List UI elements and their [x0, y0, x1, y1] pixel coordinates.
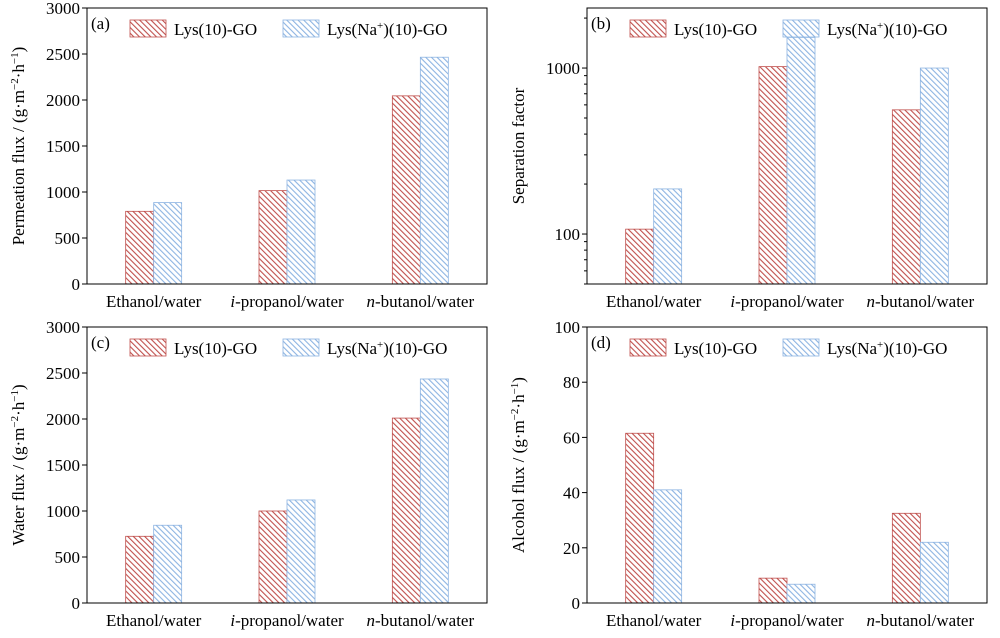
y-tick-label: 0 — [72, 594, 81, 613]
y-tick-label: 1500 — [46, 137, 80, 156]
category-label: Ethanol/water — [106, 611, 202, 630]
legend-swatch-s2 — [782, 19, 820, 38]
y-axis-label: Water flux / (g·m−2·h−1) — [9, 384, 28, 545]
y-tick-label: 1000 — [546, 59, 580, 78]
bar-d-s2-c3 — [919, 541, 949, 604]
bar-b-s2-c3 — [919, 67, 949, 285]
y-tick-label: 40 — [563, 484, 580, 503]
y-tick-label: 0 — [572, 594, 581, 613]
y-tick-label: 1500 — [46, 456, 80, 475]
y-tick-label: 2500 — [46, 45, 80, 64]
panel-tag: (b) — [591, 14, 611, 33]
y-tick-label: 0 — [72, 275, 81, 294]
category-label: n-butanol/water — [367, 611, 475, 630]
category-label: i-propanol/water — [730, 292, 844, 311]
chart-a: Ethanol/water i-propanol/water n-butanol/w… — [9, 0, 488, 311]
chart-d: Ethanol/water i-propanol/water n-butanol/w… — [509, 318, 988, 630]
category-label: n-butanol/water — [367, 292, 475, 311]
y-tick-label: 1000 — [46, 183, 80, 202]
legend-swatch-s2 — [782, 338, 820, 357]
legend-label-s1: Lys(10)-GO — [674, 339, 757, 358]
bar-b-s1-c1 — [625, 228, 655, 285]
legend-swatch-s1 — [129, 19, 167, 38]
legend-label-s2: Lys(Na+)(10)-GO — [327, 339, 447, 358]
bar-c-s2-c2 — [286, 499, 316, 604]
bar-c-s1-c3 — [391, 417, 421, 604]
bar-c-s2-c3 — [419, 378, 449, 604]
bar-b-s2-c2 — [786, 36, 816, 285]
y-tick-label: 500 — [55, 548, 81, 567]
bar-d-s1-c1 — [625, 432, 655, 604]
y-tick-label: 2000 — [46, 410, 80, 429]
bar-b-s2-c1 — [653, 188, 683, 285]
category-label: n-butanol/water — [867, 292, 975, 311]
y-tick-label: 3000 — [46, 318, 80, 337]
bar-d-s1-c3 — [891, 512, 921, 604]
chart-c: Ethanol/water i-propanol/water n-butanol/w… — [9, 318, 488, 630]
legend-label-s1: Lys(10)-GO — [174, 20, 257, 39]
plot-frame — [586, 326, 988, 604]
y-tick-label: 60 — [563, 428, 580, 447]
legend-swatch-s1 — [129, 338, 167, 357]
bar-c-s1-c2 — [258, 510, 288, 604]
y-tick-label: 100 — [555, 225, 581, 244]
category-label: Ethanol/water — [606, 611, 702, 630]
legend-label-s1: Lys(10)-GO — [174, 339, 257, 358]
category-label: i-propanol/water — [730, 611, 844, 630]
bar-b-s1-c2 — [758, 66, 788, 285]
bar-a-s2-c2 — [286, 179, 316, 285]
bar-a-s2-c1 — [153, 202, 183, 285]
bar-a-s1-c1 — [125, 210, 155, 285]
y-tick-label: 500 — [55, 229, 81, 248]
bar-a-s1-c2 — [258, 190, 288, 285]
bar-d-s2-c1 — [653, 489, 683, 604]
legend-swatch-s2 — [282, 338, 320, 357]
y-tick-label: 80 — [563, 373, 580, 392]
bar-b-s1-c3 — [891, 109, 921, 285]
bar-c-s2-c1 — [153, 524, 183, 604]
category-label: n-butanol/water — [867, 611, 975, 630]
y-tick-label: 100 — [555, 318, 581, 337]
legend-label-s2: Lys(Na+)(10)-GO — [827, 20, 947, 39]
category-label: Ethanol/water — [606, 292, 702, 311]
category-label: Ethanol/water — [106, 292, 202, 311]
y-axis-label: Permeation flux / (g·m−2·h−1) — [9, 47, 28, 246]
legend-label-s1: Lys(10)-GO — [674, 20, 757, 39]
chart-b: Ethanol/water i-propanol/water n-butanol/w… — [509, 7, 988, 311]
legend-swatch-s1 — [629, 338, 667, 357]
bar-a-s1-c3 — [391, 95, 421, 285]
panel-tag: (a) — [91, 14, 110, 33]
plot-frame — [586, 7, 988, 285]
category-label: i-propanol/water — [230, 292, 344, 311]
legend-swatch-s2 — [282, 19, 320, 38]
bar-d-s2-c2 — [786, 583, 816, 604]
y-axis-label: Alcohol flux / (g·m−2·h−1) — [509, 377, 528, 553]
bar-c-s1-c1 — [125, 535, 155, 604]
bar-d-s1-c2 — [758, 577, 788, 604]
y-tick-label: 20 — [563, 539, 580, 558]
y-tick-label: 2500 — [46, 364, 80, 383]
legend-swatch-s1 — [629, 19, 667, 38]
legend-label-s2: Lys(Na+)(10)-GO — [827, 339, 947, 358]
bar-a-s2-c3 — [419, 56, 449, 285]
y-tick-label: 2000 — [46, 91, 80, 110]
y-axis-label: Separation factor — [509, 87, 528, 204]
legend-label-s2: Lys(Na+)(10)-GO — [327, 20, 447, 39]
panel-tag: (d) — [591, 333, 611, 352]
y-tick-label: 3000 — [46, 0, 80, 18]
panel-tag: (c) — [91, 333, 110, 352]
y-tick-label: 1000 — [46, 502, 80, 521]
category-label: i-propanol/water — [230, 611, 344, 630]
